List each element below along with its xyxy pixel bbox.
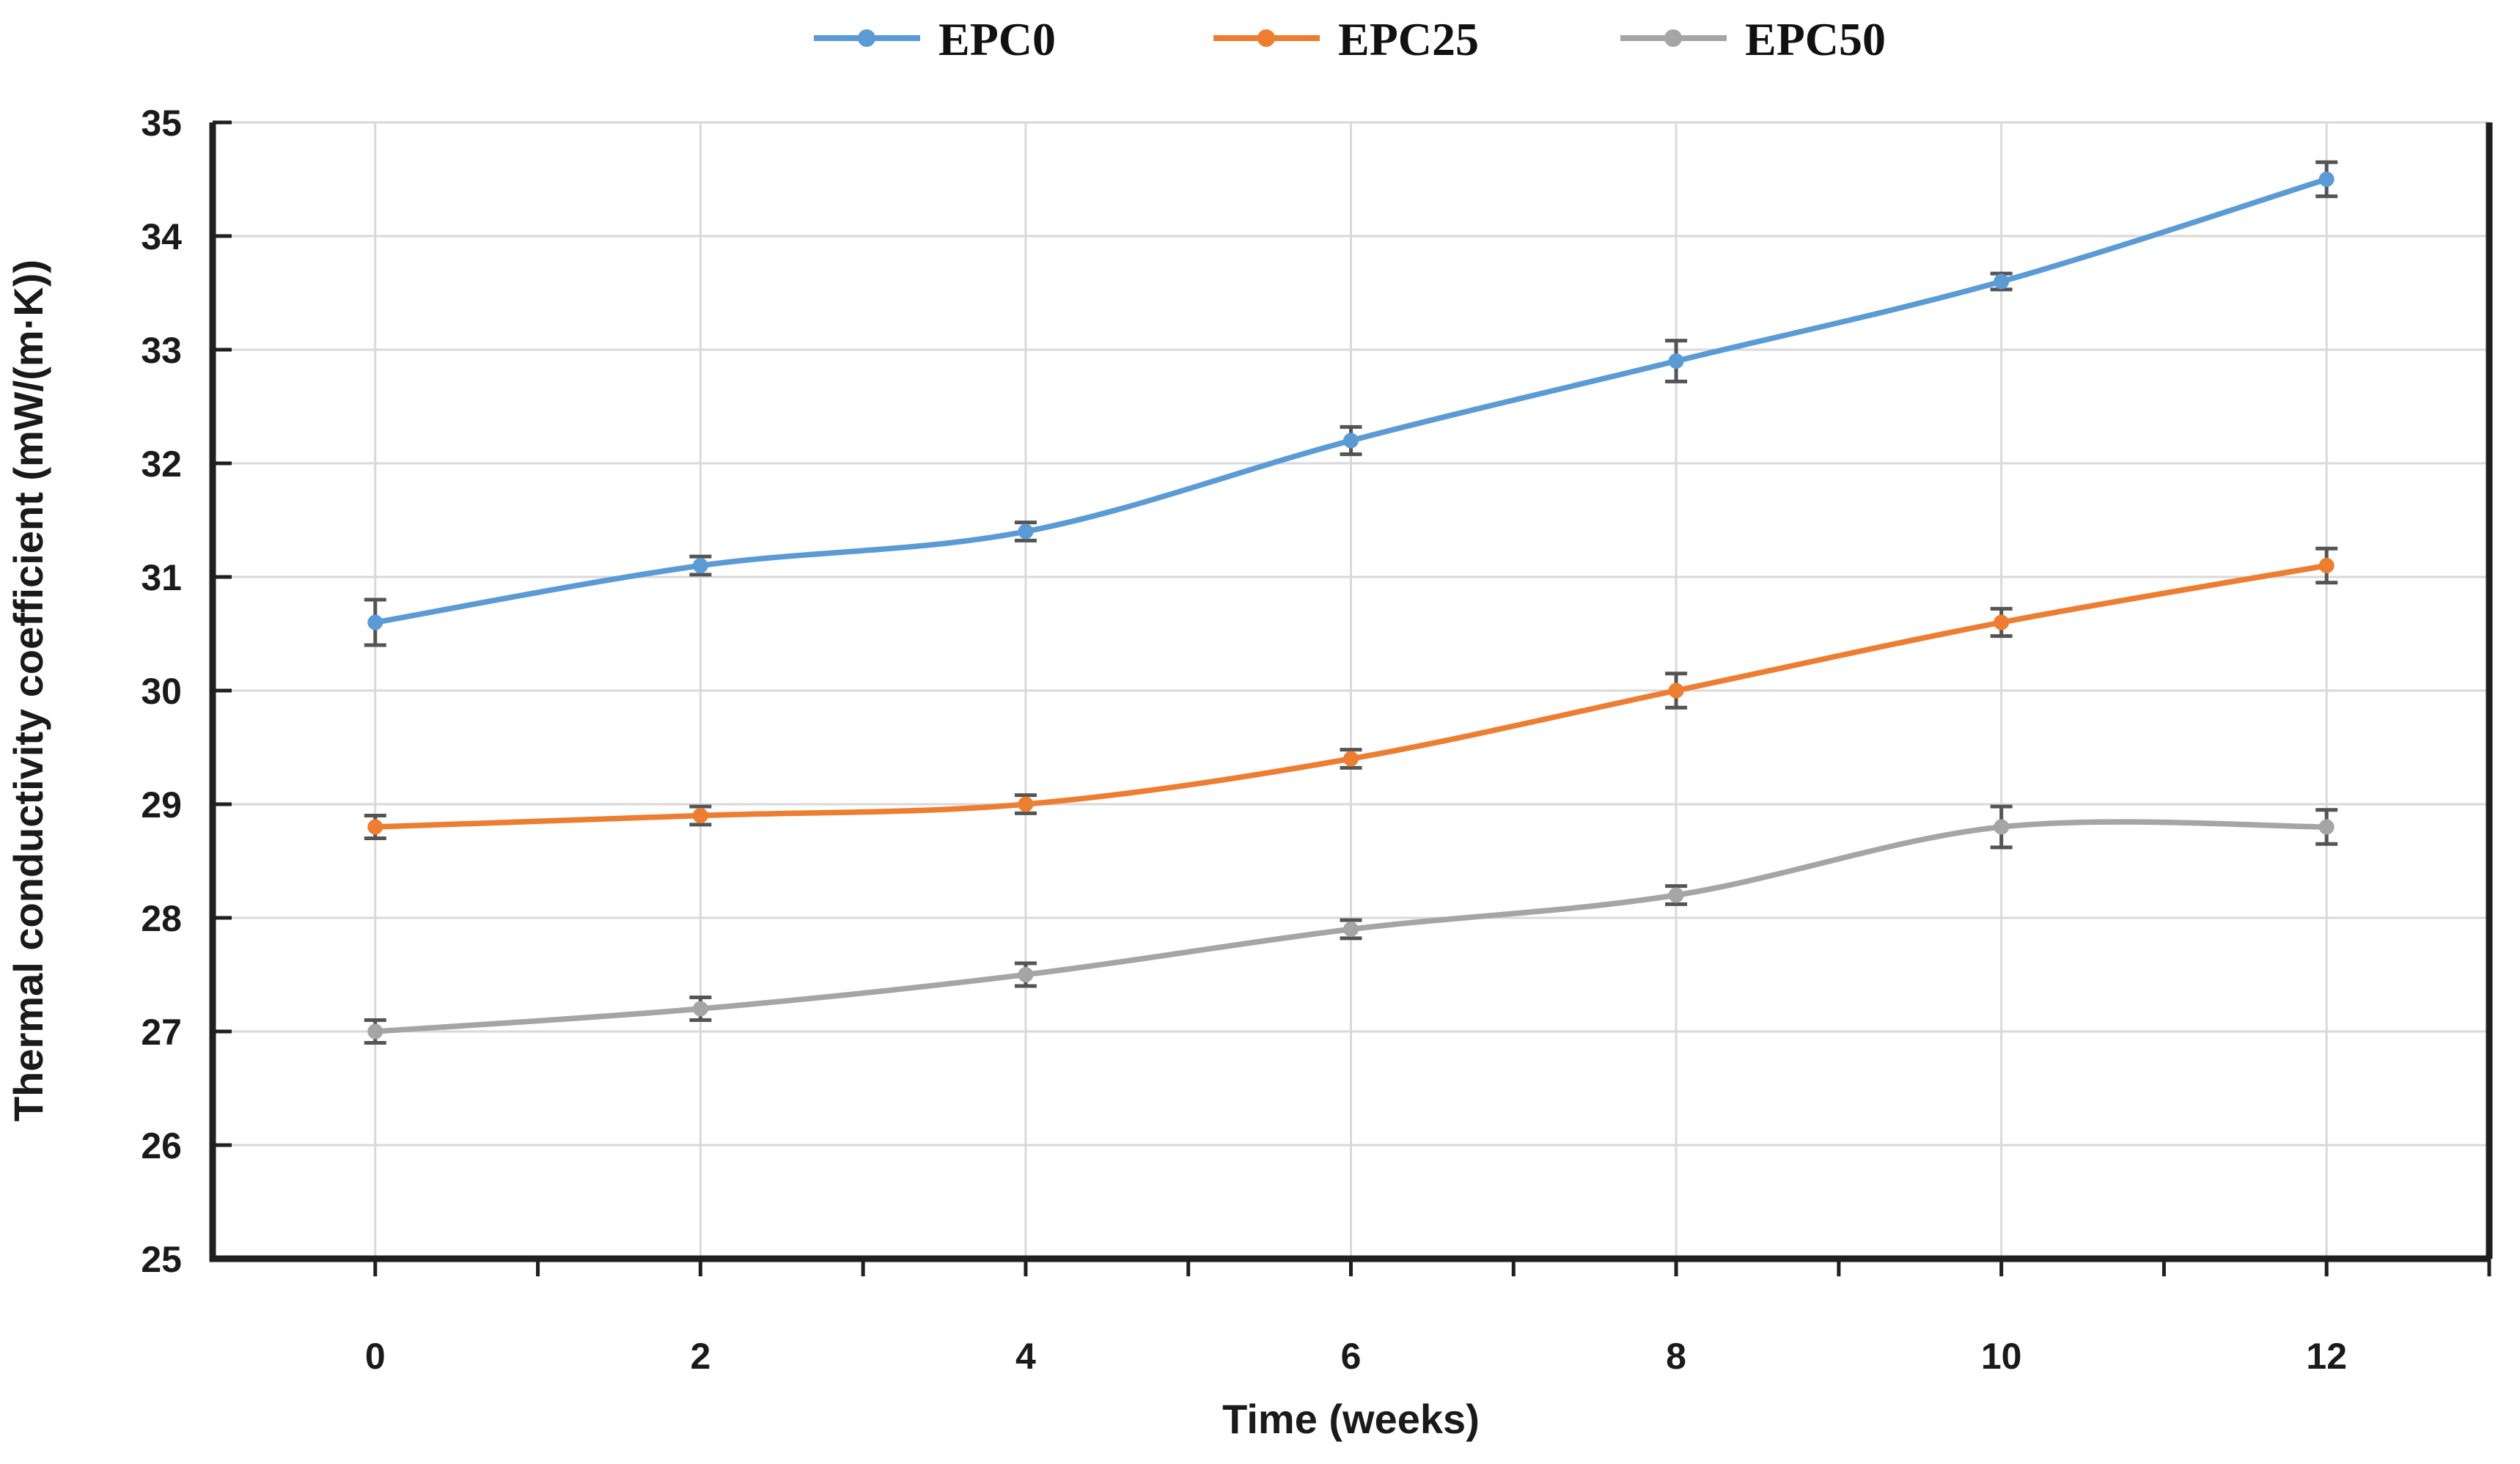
data-point-marker-epc50	[692, 1001, 708, 1017]
legend-marker-dot	[858, 29, 875, 47]
x-tick-label: 2	[690, 1336, 710, 1377]
x-tick-label: 6	[1341, 1336, 1362, 1377]
y-tick-label: 29	[141, 784, 182, 825]
y-tick-label: 25	[141, 1239, 182, 1280]
series-epc25	[364, 546, 2338, 840]
y-tick-label: 35	[141, 103, 182, 144]
data-point-marker-epc25	[1018, 796, 1034, 812]
data-point-marker-epc25	[1994, 614, 2010, 630]
x-tick-label: 4	[1015, 1336, 1036, 1377]
x-axis-title: Time (weeks)	[1222, 1396, 1480, 1442]
data-point-marker-epc50	[2318, 819, 2335, 835]
data-point-marker-epc25	[367, 819, 383, 835]
legend-marker-dot	[1257, 29, 1275, 47]
data-point-marker-epc25	[1668, 683, 1684, 699]
data-point-marker-epc50	[1343, 922, 1359, 937]
legend: EPC0 EPC25 EPC50	[814, 13, 1886, 65]
x-tick-label: 0	[365, 1336, 386, 1377]
series-epc50	[364, 804, 2338, 1045]
series-epc0	[364, 160, 2338, 647]
y-tick-label: 30	[141, 671, 182, 712]
y-tick-label: 28	[141, 898, 182, 939]
data-point-marker-epc0	[367, 614, 383, 630]
gridlines	[213, 121, 2489, 1259]
data-point-marker-epc50	[1668, 887, 1684, 903]
y-tick-label: 26	[141, 1125, 182, 1166]
legend-label: EPC0	[938, 13, 1056, 65]
data-point-marker-epc0	[2318, 172, 2335, 187]
legend-marker-dot	[1664, 29, 1682, 47]
y-tick-label: 33	[141, 330, 182, 371]
data-point-marker-epc50	[367, 1023, 383, 1040]
axes	[209, 120, 2493, 1276]
legend-label: EPC25	[1338, 13, 1479, 65]
data-point-marker-epc25	[2318, 558, 2335, 573]
legend-item-epc25: EPC25	[1213, 13, 1479, 65]
y-tick-label: 34	[141, 216, 182, 257]
data-point-marker-epc25	[692, 808, 708, 823]
legend-item-epc50: EPC50	[1620, 13, 1886, 65]
tick-labels: 25 26 27 28 29 30 31 32 33 34 35 0 2 4 6 8 10 12	[141, 103, 2347, 1377]
x-tick-label: 12	[2306, 1336, 2347, 1377]
y-tick-label: 27	[141, 1012, 182, 1053]
y-axis-title: Thermal conductivity coefficient (mW/(m·…	[5, 260, 51, 1122]
y-tick-label: 31	[141, 557, 182, 598]
legend-item-epc0: EPC0	[814, 13, 1056, 65]
data-point-marker-epc0	[692, 558, 708, 573]
data-point-marker-epc0	[1343, 433, 1359, 449]
data-point-marker-epc50	[1994, 819, 2010, 835]
x-tick-label: 8	[1666, 1336, 1686, 1377]
data-point-marker-epc0	[1018, 523, 1034, 540]
legend-label: EPC50	[1745, 13, 1886, 65]
data-point-marker-epc25	[1343, 751, 1359, 767]
data-point-marker-epc0	[1994, 273, 2010, 290]
data-point-marker-epc50	[1018, 967, 1034, 982]
x-tick-label: 10	[1981, 1336, 2022, 1377]
y-tick-label: 32	[141, 444, 182, 485]
data-point-marker-epc0	[1668, 353, 1684, 369]
